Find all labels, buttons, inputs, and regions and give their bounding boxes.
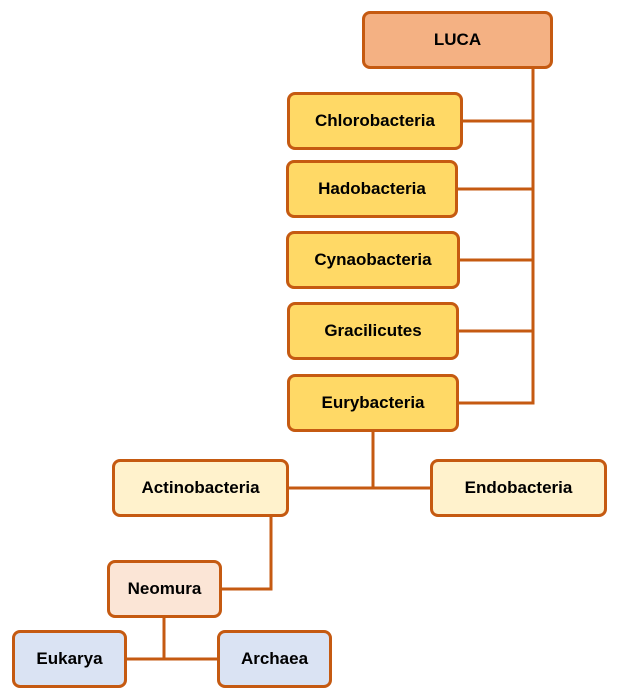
node-endobacteria: Endobacteria: [430, 459, 607, 517]
node-hadobacteria: Hadobacteria: [286, 160, 458, 218]
node-eurybacteria: Eurybacteria: [287, 374, 459, 432]
node-luca: LUCA: [362, 11, 553, 69]
node-neomura: Neomura: [107, 560, 222, 618]
node-eukarya: Eukarya: [12, 630, 127, 688]
node-gracilicutes: Gracilicutes: [287, 302, 459, 360]
node-chlorobacteria: Chlorobacteria: [287, 92, 463, 150]
node-archaea: Archaea: [217, 630, 332, 688]
node-cynaobacteria: Cynaobacteria: [286, 231, 460, 289]
node-actinobacteria: Actinobacteria: [112, 459, 289, 517]
